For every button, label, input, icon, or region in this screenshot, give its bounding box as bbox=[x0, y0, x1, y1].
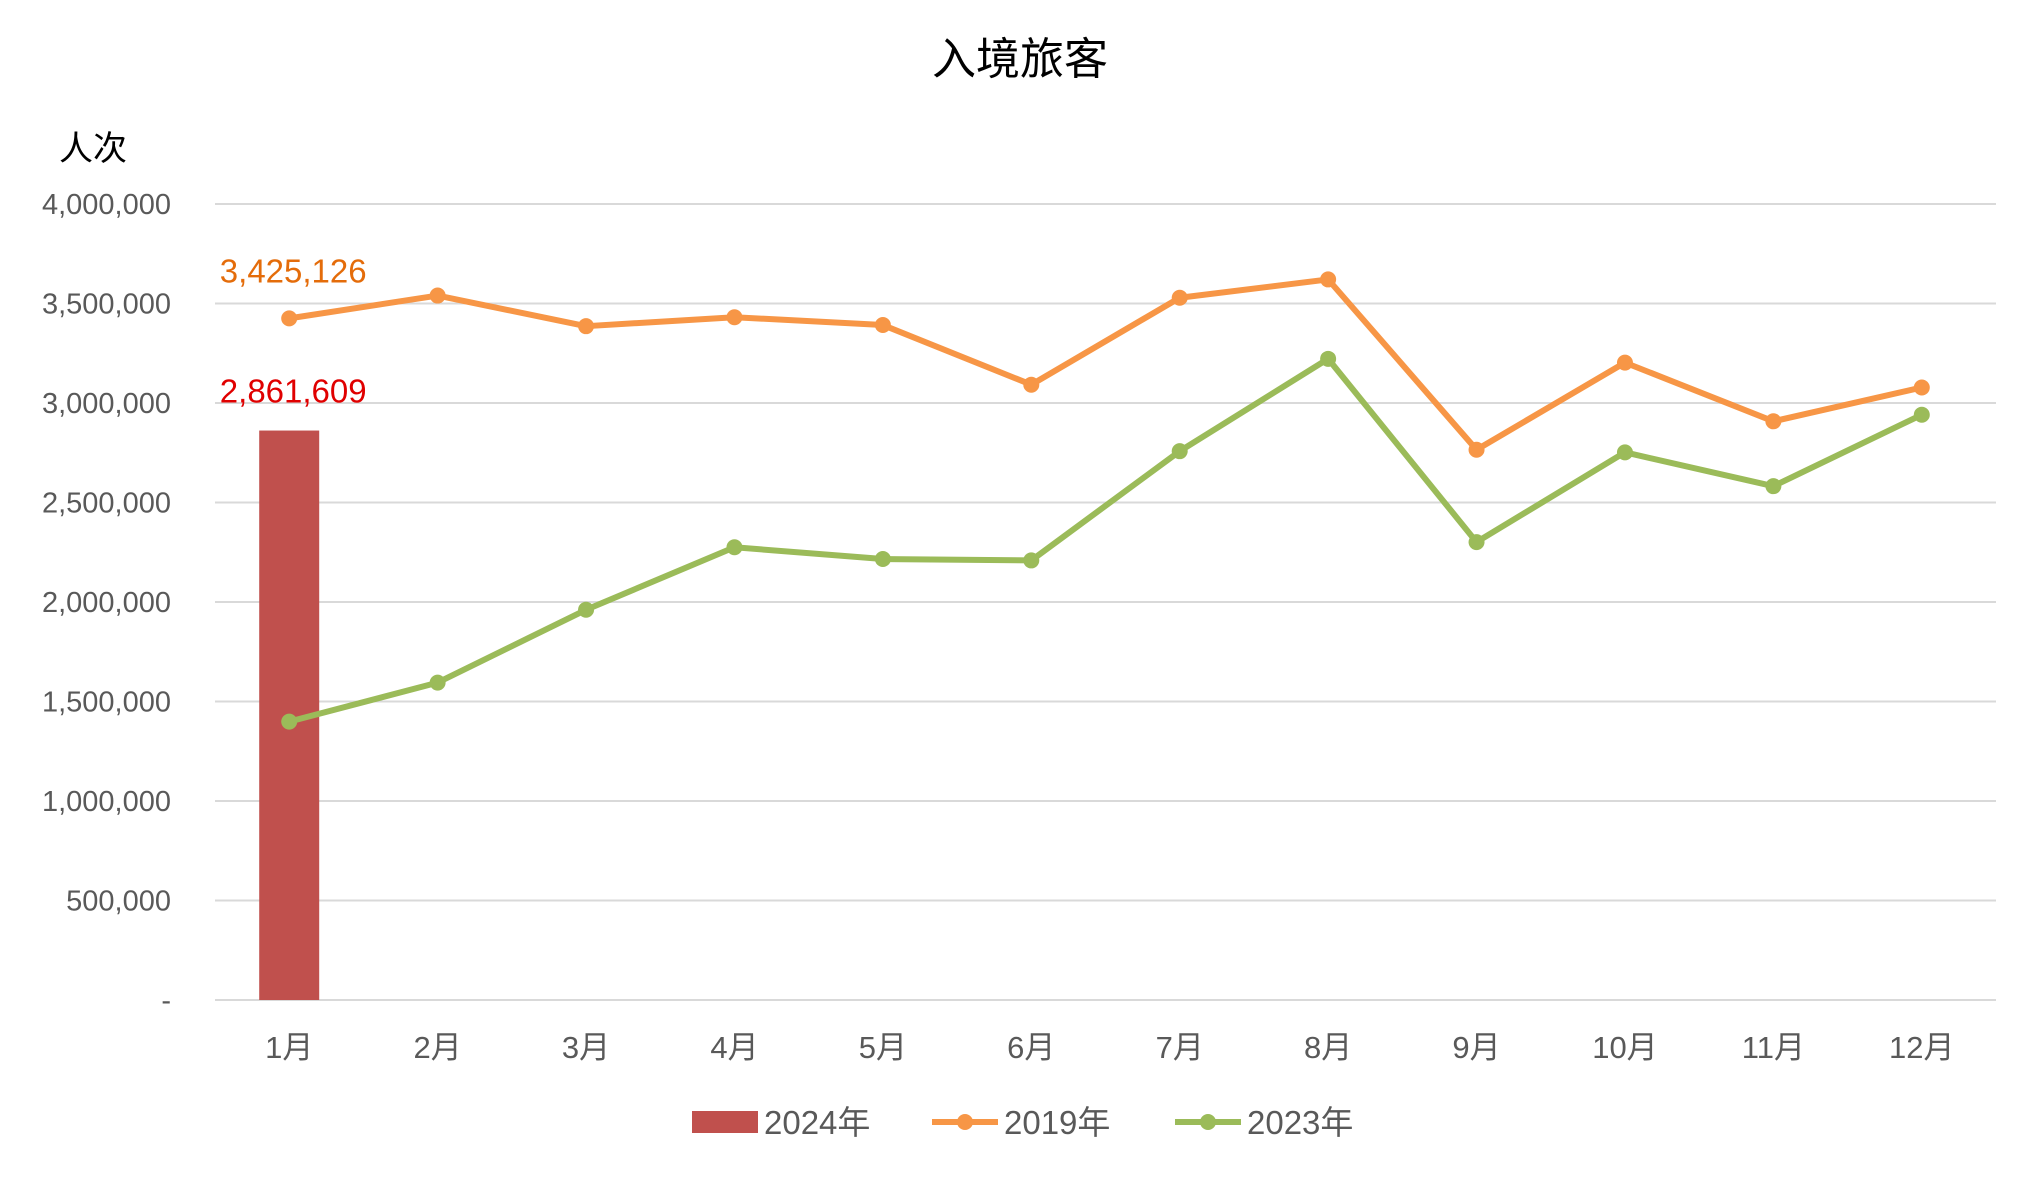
x-tick-label: 2月 bbox=[414, 1030, 462, 1065]
y-tick-label: 4,000,000 bbox=[42, 189, 171, 221]
data-point bbox=[1023, 552, 1040, 569]
data-point bbox=[1913, 379, 1930, 396]
y-axis-label: 人次 bbox=[59, 130, 127, 168]
data-point bbox=[1765, 478, 1782, 495]
data-point bbox=[1468, 534, 1485, 551]
data-label: 3,425,126 bbox=[220, 252, 367, 289]
data-point bbox=[1765, 413, 1782, 430]
data-point bbox=[1616, 444, 1633, 461]
legend-marker bbox=[957, 1114, 973, 1130]
data-point bbox=[281, 310, 298, 327]
data-label: 2,861,609 bbox=[220, 373, 367, 410]
y-tick-label: 3,500,000 bbox=[42, 289, 171, 321]
x-tick-label: 9月 bbox=[1452, 1030, 1500, 1065]
data-point bbox=[1320, 350, 1337, 367]
x-tick-label: 4月 bbox=[710, 1030, 758, 1065]
x-tick-label: 12月 bbox=[1889, 1030, 1954, 1065]
data-point bbox=[1913, 406, 1930, 423]
legend-label: 2019年 bbox=[1004, 1104, 1110, 1141]
data-point bbox=[578, 601, 595, 618]
data-point bbox=[1616, 354, 1633, 371]
y-tick-label: - bbox=[161, 985, 171, 1017]
chart-title: 入境旅客 bbox=[932, 35, 1108, 84]
legend-label: 2023年 bbox=[1247, 1104, 1353, 1141]
legend-swatch bbox=[692, 1111, 758, 1133]
y-tick-label: 1,500,000 bbox=[42, 687, 171, 719]
x-tick-label: 3月 bbox=[562, 1030, 610, 1065]
data-point bbox=[281, 713, 298, 730]
series-line bbox=[288, 355, 1924, 725]
data-point bbox=[726, 539, 743, 556]
y-tick-label: 2,000,000 bbox=[42, 587, 171, 619]
data-point bbox=[578, 318, 595, 335]
x-tick-label: 6月 bbox=[1007, 1030, 1055, 1065]
x-tick-label: 5月 bbox=[859, 1030, 907, 1065]
data-point bbox=[874, 551, 891, 568]
x-tick-label: 1月 bbox=[265, 1030, 313, 1065]
legend-marker bbox=[1200, 1114, 1216, 1130]
x-tick-label: 10月 bbox=[1592, 1030, 1657, 1065]
data-point bbox=[1171, 443, 1188, 460]
data-point bbox=[1023, 376, 1040, 393]
data-point bbox=[874, 316, 891, 333]
x-tick-label: 8月 bbox=[1304, 1030, 1352, 1065]
data-point bbox=[429, 287, 446, 304]
data-point bbox=[726, 309, 743, 326]
y-tick-label: 2,500,000 bbox=[42, 488, 171, 520]
x-tick-label: 7月 bbox=[1156, 1030, 1204, 1065]
y-tick-label: 1,000,000 bbox=[42, 786, 171, 818]
y-tick-label: 500,000 bbox=[66, 886, 171, 918]
data-point bbox=[1468, 441, 1485, 458]
data-point bbox=[429, 674, 446, 691]
x-tick-label: 11月 bbox=[1742, 1030, 1805, 1065]
data-point bbox=[1320, 271, 1337, 288]
legend-label: 2024年 bbox=[764, 1104, 870, 1141]
series-line bbox=[288, 276, 1923, 453]
y-tick-label: 3,000,000 bbox=[42, 388, 171, 420]
data-point bbox=[1171, 289, 1188, 306]
